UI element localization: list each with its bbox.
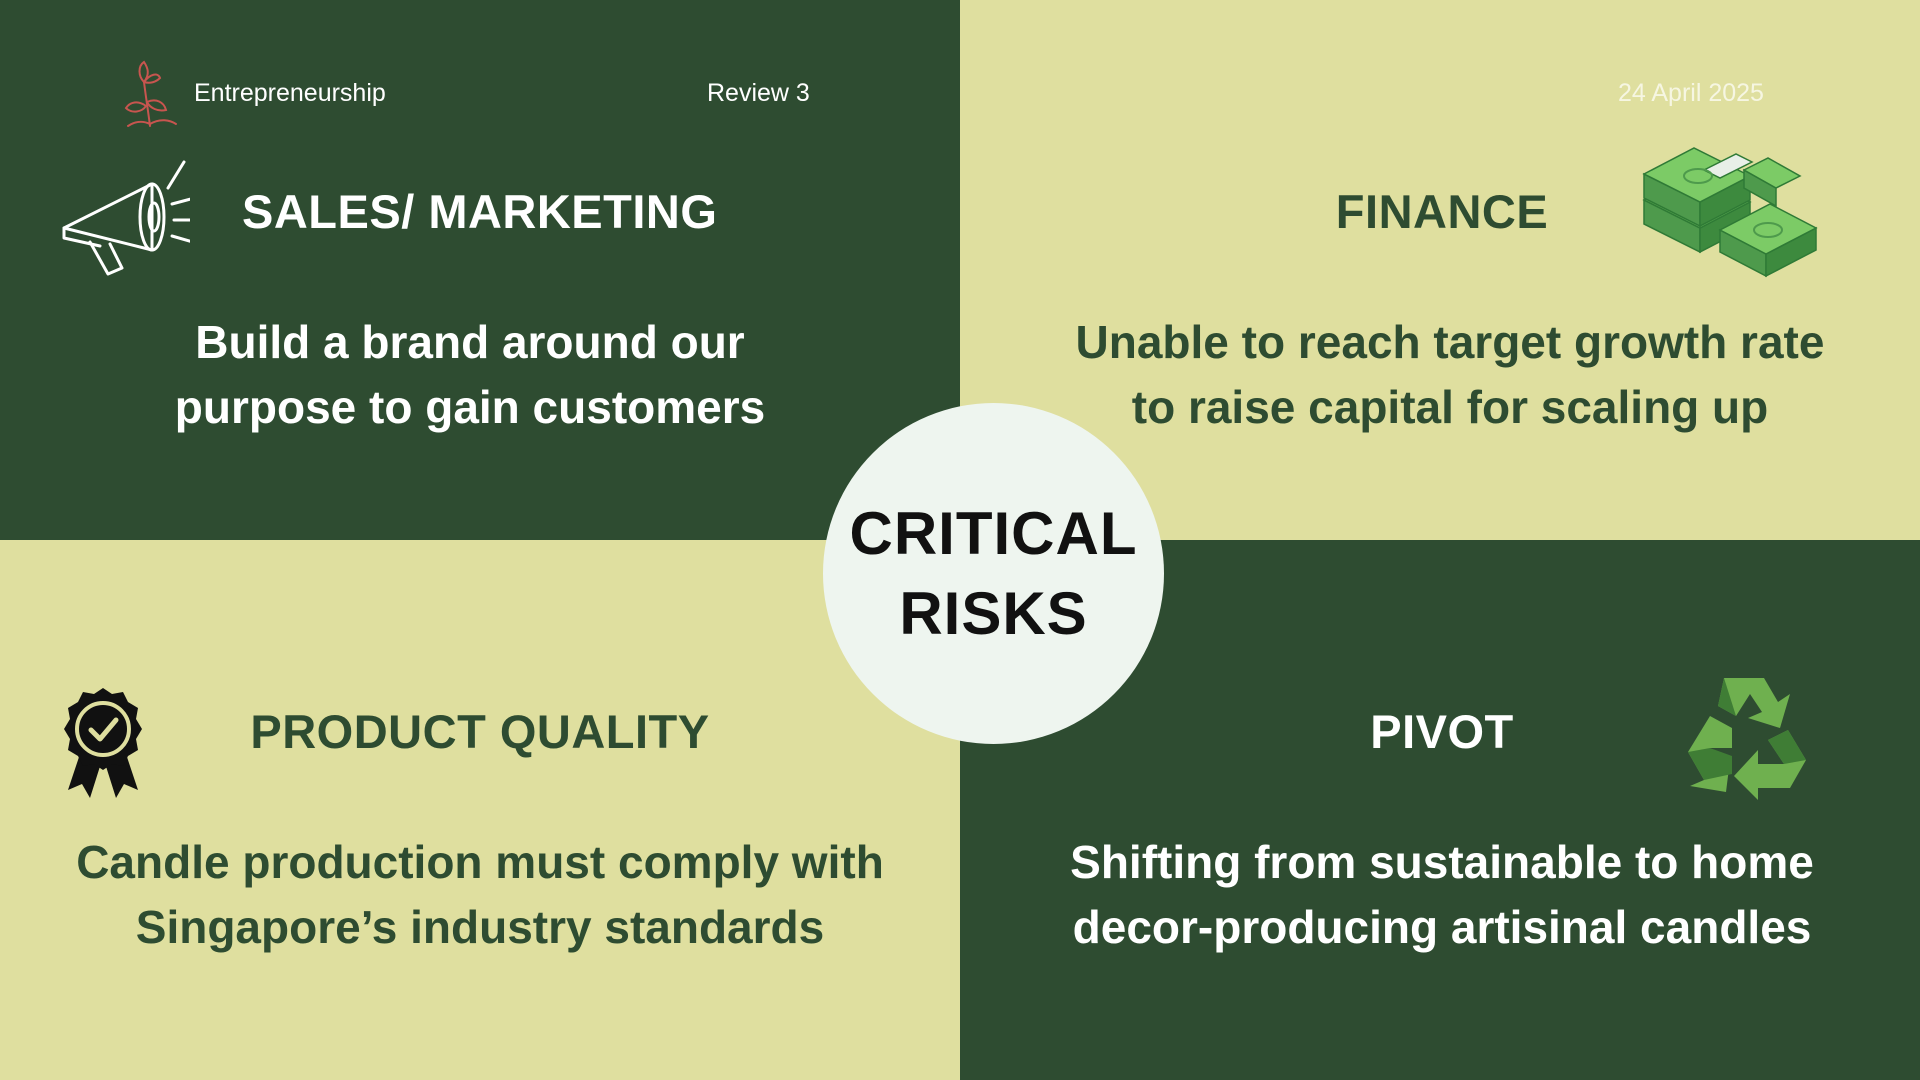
product-quality-line-1: Candle production must comply with [76, 836, 884, 888]
money-stack-icon [1642, 147, 1818, 278]
award-badge-icon [64, 688, 142, 798]
sales-marketing-line-1: Build a brand around our [195, 316, 745, 368]
sales-marketing-description: Build a brand around our purpose to gain… [110, 310, 830, 440]
center-title-line-2: RISKS [899, 579, 1088, 647]
sales-marketing-title: SALES/ MARKETING [242, 185, 718, 238]
pivot-title: PIVOT [1370, 705, 1514, 758]
product-quality-panel [0, 540, 960, 1080]
product-quality-title: PRODUCT QUALITY [250, 705, 710, 758]
course-name: Entrepreneurship [194, 79, 386, 107]
review-label: Review 3 [707, 79, 810, 107]
product-quality-description: Candle production must comply with Singa… [30, 830, 930, 960]
center-title-line-1: CRITICAL [849, 499, 1138, 567]
pivot-description: Shifting from sustainable to home decor-… [1000, 830, 1884, 960]
finance-description: Unable to reach target growth rate to ra… [1010, 310, 1890, 440]
pivot-line-2: decor-producing artisinal candles [1072, 901, 1812, 953]
sales-marketing-panel [0, 0, 960, 540]
finance-line-1: Unable to reach target growth rate [1075, 316, 1825, 368]
recycle-icon [1688, 678, 1806, 800]
megaphone-icon [62, 160, 190, 276]
product-quality-line-2: Singapore’s industry standards [135, 901, 825, 953]
flower-logo-icon [124, 60, 177, 127]
pivot-line-1: Shifting from sustainable to home [1070, 836, 1814, 888]
presentation-date: 24 April 2025 [1618, 79, 1764, 107]
finance-line-2: to raise capital for scaling up [1131, 381, 1769, 433]
sales-marketing-line-2: purpose to gain customers [174, 381, 766, 433]
finance-title: FINANCE [1335, 185, 1549, 238]
critical-risks-circle: CRITICAL RISKS [823, 403, 1164, 744]
